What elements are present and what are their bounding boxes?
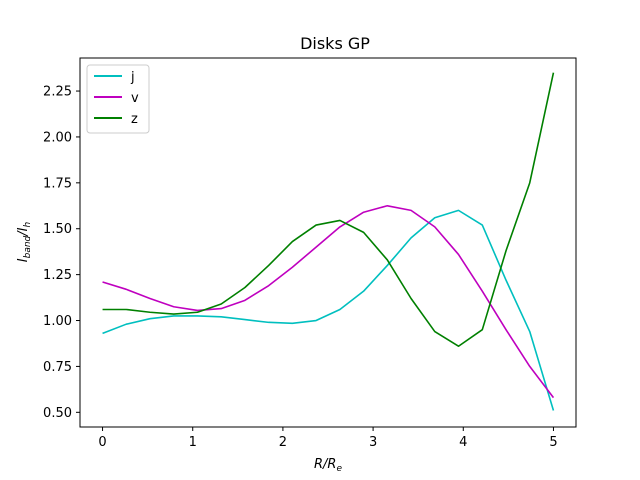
series-line-v (102, 204, 555, 399)
y-axis-label: Iband/Ih (16, 222, 33, 263)
y-tick-label: 1.75 (43, 176, 72, 191)
x-tick-label: 3 (369, 435, 377, 450)
x-axis-label-main: R/R (314, 457, 336, 472)
series-line-z (102, 72, 555, 348)
legend-box (86, 64, 150, 134)
legend: j v z (86, 64, 150, 134)
y-tick-label: 1.00 (43, 314, 72, 329)
x-tick-label: 2 (279, 435, 287, 450)
ticks-layer: 0 1 2 3 4 5 0.50 0.75 1.00 1.25 1.50 1.75 2.00 2.25 (43, 85, 558, 450)
x-tick-label: 1 (189, 435, 197, 450)
y-axis-label-slash: /I (16, 227, 31, 236)
x-tick-label: 4 (459, 435, 467, 450)
x-tick-label: 0 (98, 435, 106, 450)
y-tick-label: 1.25 (43, 268, 72, 283)
x-axis-label-sub: e (336, 464, 342, 474)
plot-frame (79, 57, 577, 428)
chart-title: Disks GP (300, 34, 370, 53)
y-tick-label: 2.00 (43, 130, 72, 145)
y-axis-label-sub1: band (23, 235, 33, 258)
series-layer (102, 72, 555, 411)
series-line-j (102, 209, 555, 411)
y-tick-label: 2.25 (43, 85, 72, 100)
y-axis-label-main: I (16, 258, 31, 262)
legend-label-z: z (131, 112, 138, 127)
y-tick-label: 0.75 (43, 360, 72, 375)
y-axis-label-sub2: h (23, 222, 33, 228)
legend-label-v: v (131, 91, 139, 106)
legend-label-j: j (130, 70, 135, 85)
x-tick-label: 5 (549, 435, 557, 450)
y-tick-label: 1.50 (43, 222, 72, 237)
y-tick-label: 0.50 (43, 406, 72, 421)
x-axis-label: R/Re (314, 457, 342, 474)
